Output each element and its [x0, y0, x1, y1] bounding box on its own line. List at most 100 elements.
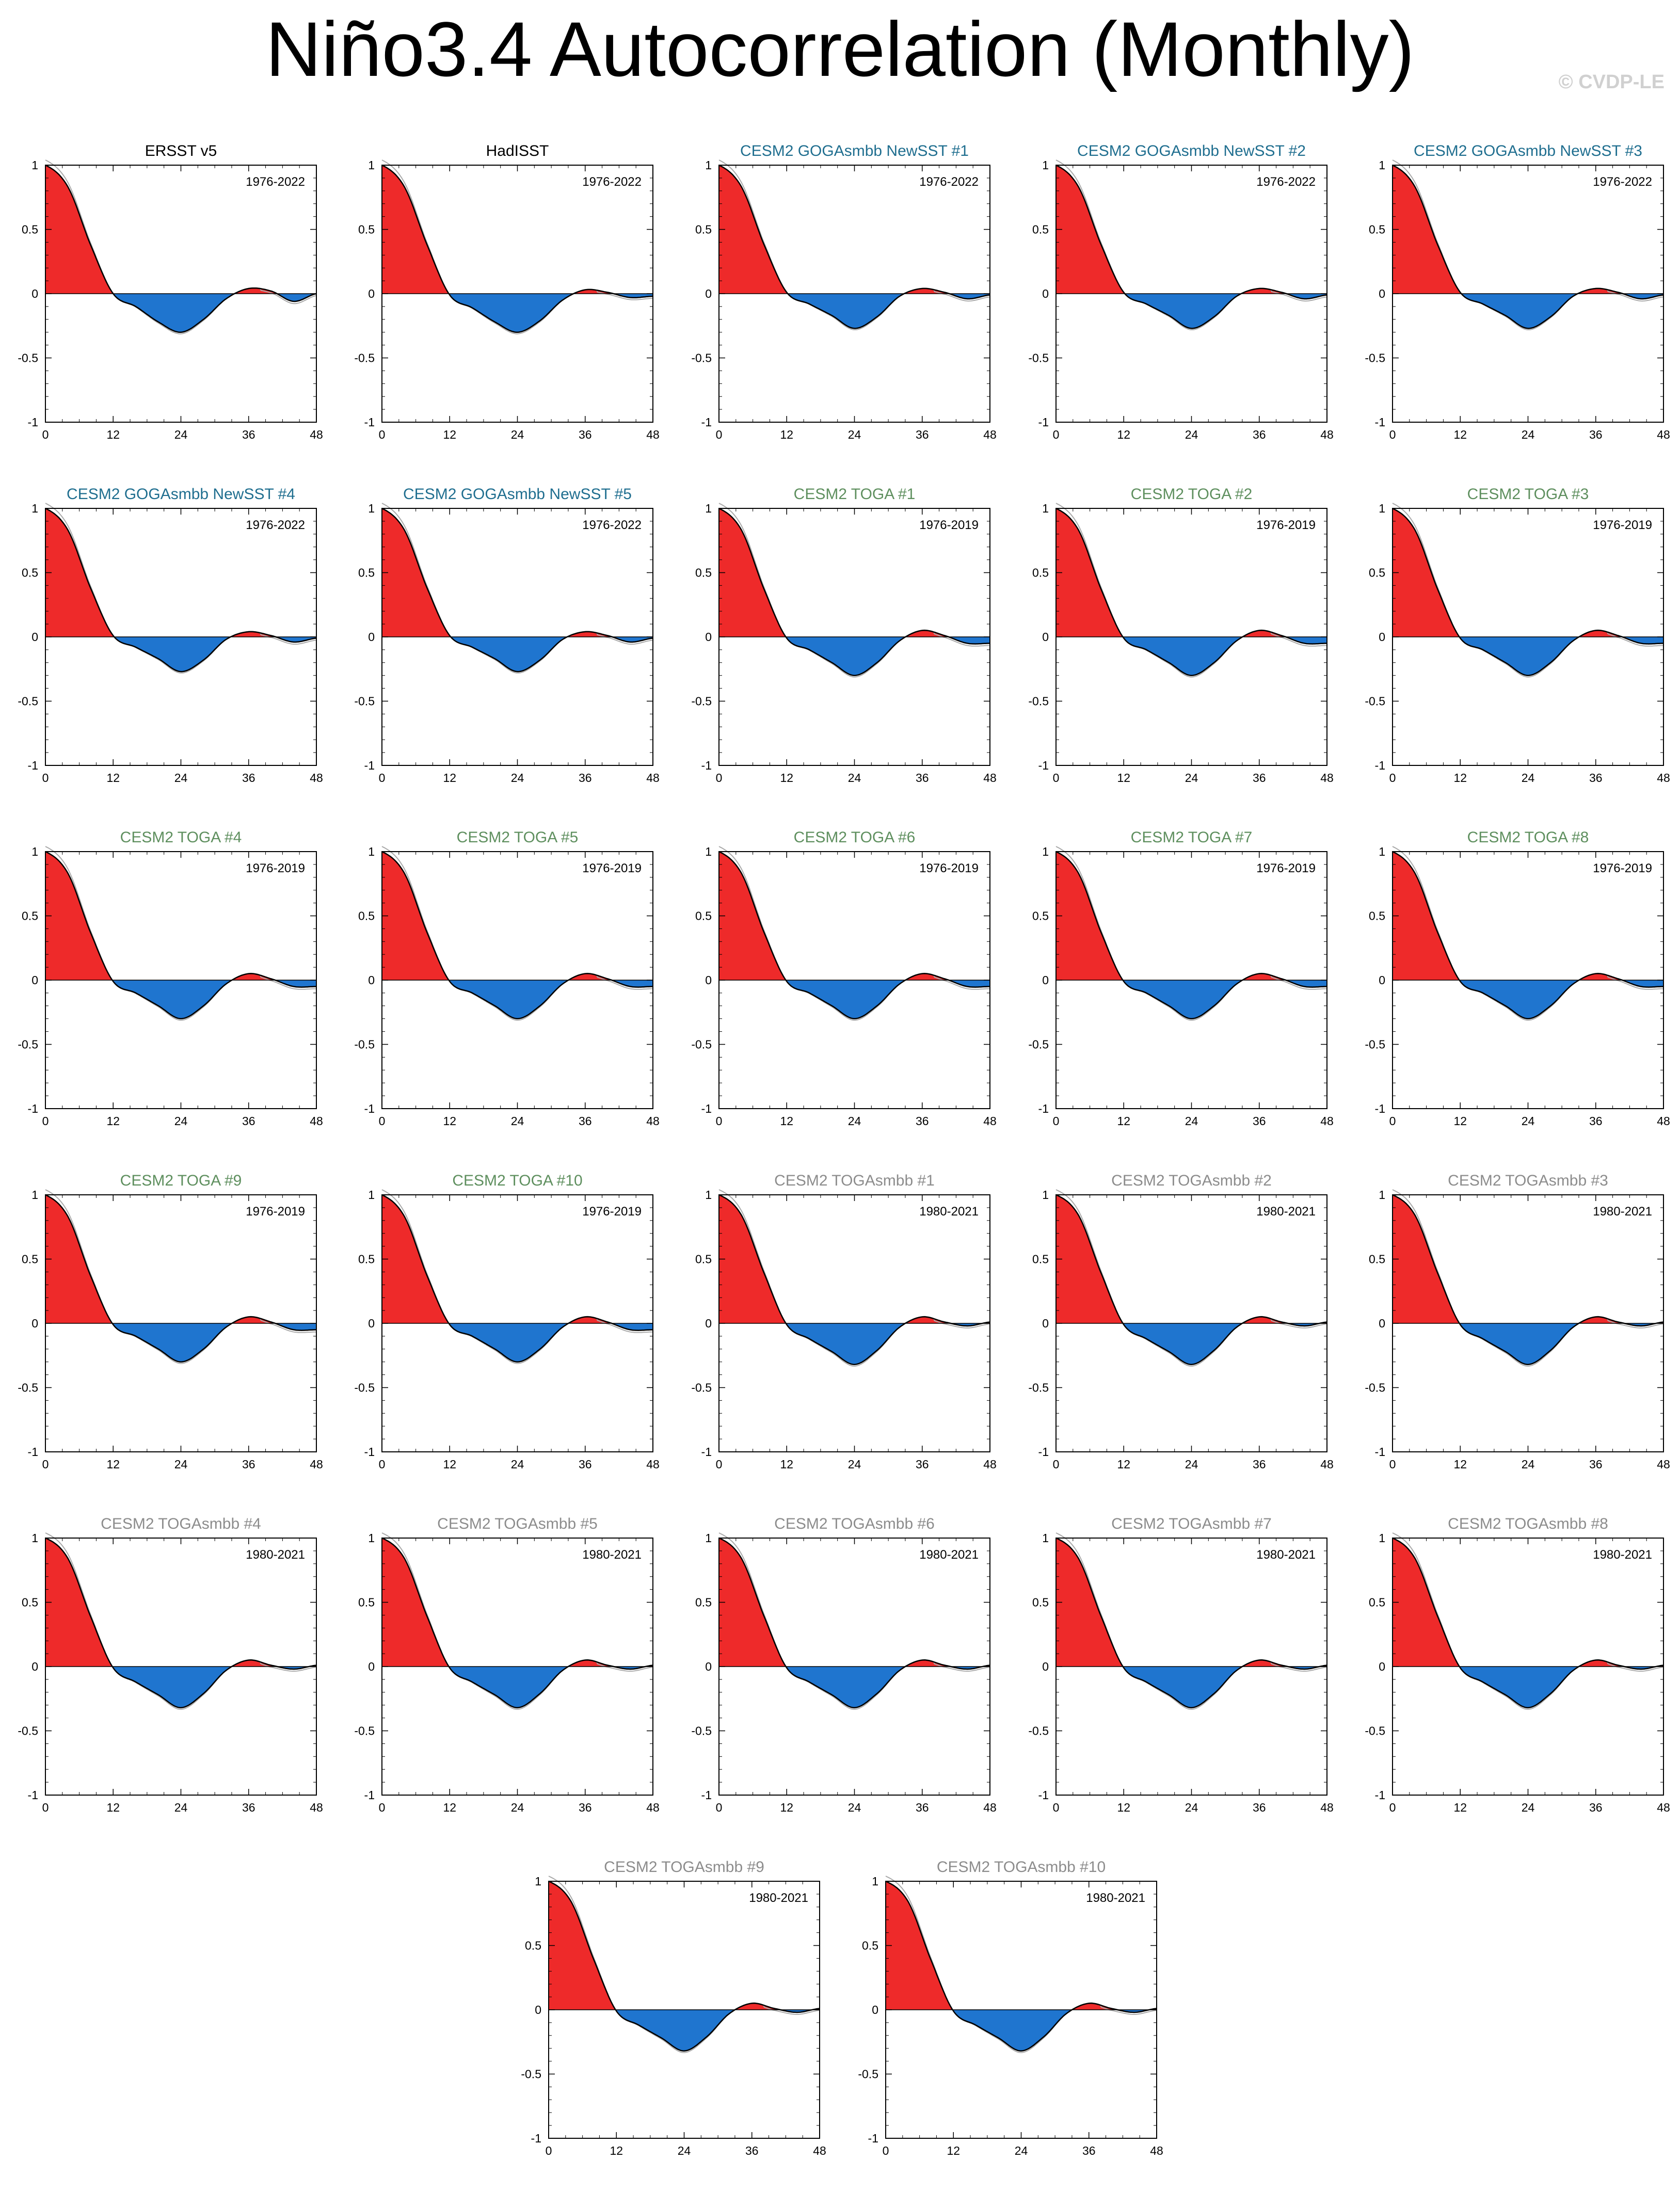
x-tick-label: 0	[1389, 1801, 1396, 1814]
y-tick-label: 1	[31, 158, 38, 172]
x-tick-label: 0	[42, 1114, 49, 1128]
positive-area	[382, 508, 653, 637]
x-tick-label: 48	[983, 428, 997, 441]
x-tick-label: 24	[1522, 1801, 1535, 1814]
y-tick-label: 0	[31, 1660, 38, 1673]
y-tick-label: 0.5	[862, 1939, 878, 1952]
chart-panel: CESM2 TOGA #1 0 12 24 36 48 1 0.5 0 -0.5 -1 1976-20…	[691, 486, 996, 785]
x-tick-label: 12	[780, 1114, 793, 1128]
y-tick-label: -1	[364, 759, 375, 772]
x-tick-label: 12	[1453, 771, 1467, 785]
y-tick-label: 1	[705, 1531, 712, 1545]
autocorrelation-line	[381, 1194, 653, 1363]
autocorrelation-line	[718, 851, 990, 1019]
x-tick-label: 0	[379, 428, 386, 441]
x-tick-label: 48	[1657, 1801, 1670, 1814]
x-tick-label: 0	[379, 1801, 386, 1814]
positive-area	[382, 1195, 653, 1323]
chart-panel: CESM2 TOGA #4 0 12 24 36 48 1 0.5 0 -0.5 -1 1976-20…	[18, 829, 323, 1128]
page-title: Niño3.4 Autocorrelation (Monthly)	[265, 6, 1415, 92]
autocorrelation-line	[45, 507, 317, 673]
ensemble-mean-line	[1392, 1532, 1664, 1710]
y-tick-label: -0.5	[1365, 1038, 1385, 1051]
years-label: 1976-2019	[919, 518, 979, 532]
y-tick-label: -1	[28, 1788, 38, 1802]
y-tick-label: 0.5	[22, 223, 38, 236]
x-tick-label: 24	[511, 1114, 524, 1128]
autocorrelation-line	[381, 851, 653, 1019]
x-tick-label: 0	[1053, 771, 1060, 785]
panel-title: CESM2 TOGA #4	[120, 829, 242, 846]
positive-area	[1393, 1195, 1663, 1323]
y-tick-label: 0.5	[22, 1596, 38, 1609]
x-tick-label: 0	[716, 1458, 723, 1471]
negative-area	[45, 294, 316, 332]
y-tick-label: -1	[1038, 1102, 1049, 1115]
y-tick-label: -0.5	[354, 351, 375, 365]
y-tick-label: 0	[872, 2003, 878, 2016]
x-tick-label: 36	[745, 2144, 759, 2157]
ensemble-mean-line	[548, 1876, 820, 2053]
y-tick-label: 0.5	[1032, 909, 1049, 923]
y-tick-label: 1	[31, 1531, 38, 1545]
negative-area	[1056, 1667, 1327, 1708]
autocorrelation-line	[718, 1537, 990, 1708]
y-tick-label: 0	[1042, 1660, 1049, 1673]
y-tick-label: 0	[368, 1660, 375, 1673]
negative-area	[719, 1323, 990, 1365]
y-tick-label: 1	[368, 158, 375, 172]
x-tick-label: 24	[511, 1801, 524, 1814]
years-label: 1976-2022	[919, 175, 979, 189]
positive-area	[886, 1881, 1157, 2010]
x-tick-label: 0	[1389, 428, 1396, 441]
positive-area	[1056, 1538, 1327, 1667]
x-tick-label: 48	[983, 1801, 997, 1814]
positive-area	[45, 1195, 316, 1323]
y-tick-label: 0.5	[358, 909, 375, 923]
years-label: 1980-2021	[1593, 1205, 1652, 1219]
x-tick-label: 48	[646, 1114, 660, 1128]
chart-panel: HadISST 0 12 24 36 48 1 0.5 0 -0.5 -1 1976-2022	[354, 142, 659, 441]
x-tick-label: 12	[1117, 428, 1130, 441]
positive-area	[45, 1538, 316, 1667]
years-label: 1976-2022	[1256, 175, 1316, 189]
autocorrelation-line	[45, 851, 317, 1019]
x-tick-label: 12	[106, 771, 120, 785]
y-tick-label: -0.5	[18, 695, 38, 708]
y-tick-label: 0.5	[22, 909, 38, 923]
x-tick-label: 36	[579, 428, 592, 441]
x-tick-label: 12	[106, 1114, 120, 1128]
x-tick-label: 48	[1657, 1458, 1670, 1471]
positive-area	[549, 1881, 820, 2010]
y-tick-label: 1	[1379, 502, 1385, 515]
panel-title: CESM2 TOGA #8	[1467, 829, 1589, 846]
x-tick-label: 24	[1522, 1114, 1535, 1128]
y-tick-label: 0	[368, 973, 375, 987]
x-tick-label: 12	[1453, 1114, 1467, 1128]
panel-title: CESM2 TOGAsmbb #2	[1111, 1172, 1272, 1189]
chart-panel: CESM2 TOGA #7 0 12 24 36 48 1 0.5 0 -0.5 -1 1976-20…	[1028, 829, 1333, 1128]
y-tick-label: -1	[531, 2132, 541, 2145]
y-tick-label: 0.5	[695, 909, 712, 923]
ensemble-mean-line	[1055, 1532, 1327, 1710]
y-tick-label: 0	[1379, 973, 1385, 987]
y-tick-label: 0	[1042, 973, 1049, 987]
positive-area	[382, 1538, 653, 1667]
panel-title: CESM2 TOGAsmbb #6	[774, 1515, 935, 1532]
y-tick-label: -0.5	[521, 2068, 541, 2081]
x-tick-label: 36	[1589, 1114, 1603, 1128]
negative-area	[1056, 1323, 1327, 1365]
negative-area	[382, 1667, 653, 1708]
x-tick-label: 0	[1053, 428, 1060, 441]
y-tick-label: 1	[705, 158, 712, 172]
y-tick-label: 1	[368, 502, 375, 515]
y-tick-label: 1	[535, 1875, 541, 1888]
negative-area	[719, 637, 990, 676]
x-tick-label: 0	[379, 1458, 386, 1471]
x-tick-label: 36	[1589, 428, 1603, 441]
x-tick-label: 12	[947, 2144, 960, 2157]
y-tick-label: -0.5	[691, 695, 712, 708]
panel-title: CESM2 TOGA #3	[1467, 486, 1589, 503]
y-tick-label: 0.5	[1369, 223, 1385, 236]
autocorrelation-line	[1392, 1537, 1664, 1708]
